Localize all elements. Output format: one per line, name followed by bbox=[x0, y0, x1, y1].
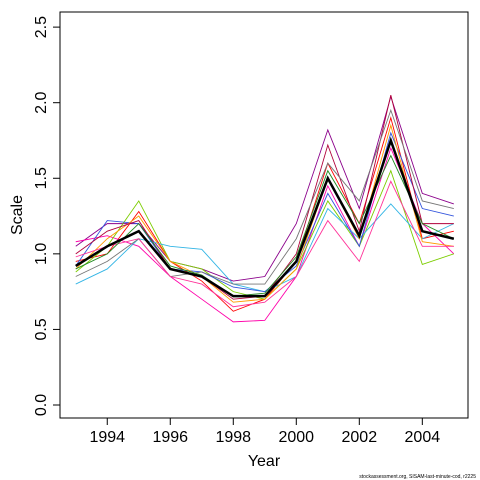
y-axis-label: Scale bbox=[9, 195, 26, 235]
y-tick-label: 2.0 bbox=[33, 91, 50, 113]
series-line bbox=[75, 154, 455, 297]
series-line bbox=[75, 136, 455, 298]
y-tick-label: 0.0 bbox=[33, 394, 50, 416]
series-line bbox=[75, 116, 454, 312]
x-tick-label: 2000 bbox=[278, 429, 314, 446]
x-axis-label: Year bbox=[248, 453, 281, 470]
x-tick-label: 1994 bbox=[89, 429, 125, 446]
x-tick-label: 1998 bbox=[215, 429, 251, 446]
series-line bbox=[75, 95, 454, 300]
y-tick-label: 0.5 bbox=[33, 318, 50, 340]
plot-frame bbox=[59, 11, 469, 419]
x-tick-label: 1996 bbox=[152, 429, 188, 446]
series-line bbox=[75, 146, 455, 323]
y-tick-label: 1.0 bbox=[33, 243, 50, 265]
x-tick-label: 2002 bbox=[342, 429, 378, 446]
series-line bbox=[75, 123, 454, 303]
series-line bbox=[75, 203, 455, 293]
y-tick-label: 2.5 bbox=[33, 16, 50, 38]
y-tick-label: 1.5 bbox=[33, 167, 50, 189]
series-line bbox=[75, 180, 454, 308]
x-tick-label: 2004 bbox=[405, 429, 441, 446]
series-line bbox=[75, 108, 454, 285]
footer: stockassessment.org, SISAM-last-minute-c… bbox=[359, 474, 476, 480]
